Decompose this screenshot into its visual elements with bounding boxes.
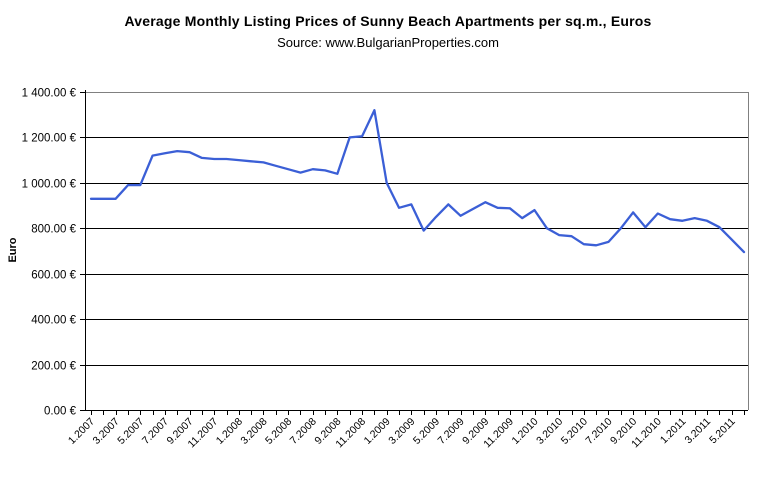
y-tick-label: 600.00 €: [31, 270, 76, 282]
x-tick-label: 3.2008: [238, 416, 269, 447]
y-tick-label: 200.00 €: [31, 361, 76, 373]
x-tick-label: 7.2010: [583, 416, 614, 447]
y-tick-label: 800.00 €: [31, 224, 76, 236]
x-tick-label: 5.2008: [263, 416, 294, 447]
y-tick-label: 400.00 €: [31, 315, 76, 327]
x-tick-label: 5.2009: [411, 416, 442, 447]
x-tick-label: 5.2011: [707, 416, 738, 447]
x-tick-label: 1.2009: [362, 416, 393, 447]
x-tick-label: 5.2010: [559, 416, 590, 447]
x-tick-label: 1.2010: [509, 416, 540, 447]
x-tick-label: 3.2011: [683, 416, 714, 447]
y-tick-label: 1 000.00 €: [22, 179, 77, 191]
x-tick-label: 3.2009: [386, 416, 417, 447]
y-tick-label: 1 400.00 €: [22, 88, 77, 100]
x-tick-label: 1.2007: [66, 416, 97, 447]
x-tick-label: 7.2008: [288, 416, 319, 447]
y-tick-label: 0.00 €: [44, 406, 77, 418]
x-tick-label: 1.2008: [214, 416, 245, 447]
x-tick-label: 3.2007: [91, 416, 122, 447]
x-tick-label: 7.2009: [436, 416, 467, 447]
price-series-line: [89, 109, 746, 254]
chart-subtitle: Source: www.BulgarianProperties.com: [277, 35, 499, 50]
x-tick-label: 1.2011: [658, 416, 689, 447]
chart-title: Average Monthly Listing Prices of Sunny …: [124, 13, 652, 29]
x-tick-label: 3.2010: [534, 416, 565, 447]
y-tick-label: 1 200.00 €: [22, 133, 77, 145]
x-tick-label: 5.2007: [115, 416, 146, 447]
x-tick-label: 7.2007: [140, 416, 171, 447]
